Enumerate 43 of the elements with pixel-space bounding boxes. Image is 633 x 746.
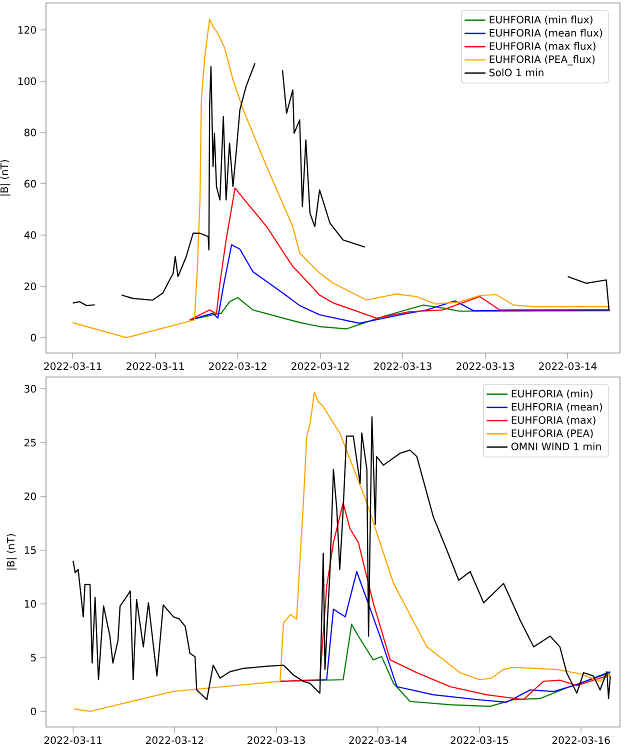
x-tick-label: 2022-03-11 [126,362,184,370]
x-tick-label: 2022-03-11 [44,736,102,744]
legend-label: EUHFORIA (max) [512,416,596,426]
legend-label: EUHFORIA (min) [512,390,592,399]
x-tick-label: 2022-03-12 [292,362,349,370]
x-tick-label: 2022-03-14 [349,736,407,744]
legend-label: EUHFORIA (PEA) [512,429,593,438]
y-tick-label: 80 [24,128,36,136]
line-series [189,188,610,321]
legend-label: EUHFORIA (PEA_flux) [490,55,595,66]
x-tick-label: 2022-03-14 [539,362,597,370]
x-tick-label: 2022-03-15 [450,736,508,744]
y-tick-label: 5 [30,654,36,662]
line-series [189,297,610,330]
y-axis-title: |B| (nT) [0,160,10,196]
y-tick-label: 20 [24,492,36,500]
y-tick-label: 0 [30,334,36,342]
legend-label: EUHFORIA (max flux) [490,42,596,52]
y-tick-label: 30 [24,384,36,393]
y-tick-label: 0 [30,708,36,716]
y-tick-label: 40 [24,231,36,239]
legend-label: OMNI WIND 1 min [511,442,601,450]
line-series [279,502,611,700]
x-tick-label: 2022-03-11 [44,362,102,370]
legend-label: EUHFORIA (min flux) [490,16,592,25]
x-tick-label: 2022-03-12 [146,736,204,744]
legend-label: SolO 1 min [489,68,544,76]
x-tick-label: 2022-03-13 [374,362,432,370]
legend-label: EUHFORIA (mean flux) [490,28,602,38]
y-tick-label: 20 [24,282,36,290]
x-tick-label: 2022-03-12 [209,362,266,370]
x-tick-label: 2022-03-16 [552,736,610,744]
y-tick-label: 100 [18,77,36,86]
y-tick-label: 15 [24,546,36,554]
y-tick-label: 10 [24,600,36,608]
line-series [189,244,610,324]
legend-label: EUHFORIA (mean) [512,402,602,412]
y-tick-label: 25 [24,438,36,446]
y-tick-label: 60 [24,180,36,188]
y-axis-title: |B| (nT) [6,534,17,570]
y-tick-label: 120 [18,26,36,34]
x-tick-label: 2022-03-13 [456,362,514,370]
x-tick-label: 2022-03-13 [248,736,305,744]
